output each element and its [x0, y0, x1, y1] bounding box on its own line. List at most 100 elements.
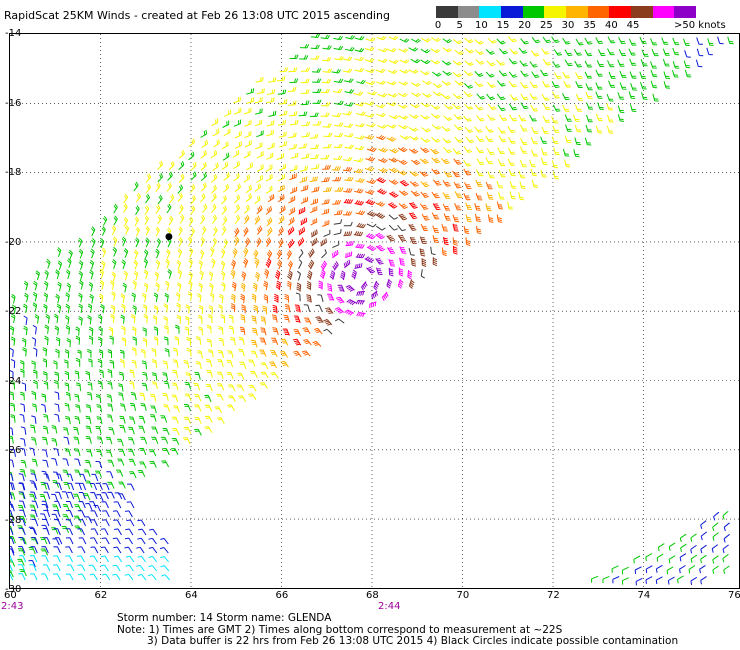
wind-barb — [712, 522, 719, 532]
colorbar-label: 45 — [626, 20, 640, 31]
colorbar-label: 20 — [518, 20, 532, 31]
wind-barb — [51, 458, 58, 466]
wind-barb — [209, 282, 214, 293]
wind-barb — [153, 336, 159, 346]
latitude-label: -14 — [5, 28, 22, 39]
wind-barb — [190, 194, 196, 205]
wind-barb — [20, 459, 27, 468]
wind-barb — [209, 292, 215, 302]
wind-barb — [133, 259, 138, 270]
wind-barb — [344, 89, 355, 94]
wind-barb — [32, 291, 38, 302]
wind-barb — [78, 573, 87, 581]
wind-barb — [52, 538, 60, 546]
wind-barb — [266, 249, 273, 260]
wind-barb — [464, 103, 474, 110]
wind-barb — [32, 369, 38, 379]
wind-barb — [411, 82, 421, 87]
wind-barb — [42, 371, 48, 381]
wind-barb — [518, 114, 527, 122]
wind-barb — [113, 215, 118, 226]
wind-barb — [8, 459, 15, 468]
wind-barb — [78, 260, 84, 270]
wind-barb — [700, 520, 707, 529]
wind-barb — [288, 67, 298, 73]
wind-barb — [260, 371, 269, 379]
wind-barb — [243, 174, 251, 183]
wind-barb — [239, 326, 246, 335]
wind-barb — [280, 351, 289, 358]
wind-barb — [463, 115, 473, 122]
wind-barb — [541, 126, 549, 134]
wind-barb — [519, 60, 528, 67]
wind-barb — [18, 527, 26, 536]
wind-barb — [377, 188, 387, 195]
wind-barb — [419, 203, 429, 210]
wind-barb — [442, 247, 447, 257]
wind-barb — [288, 216, 295, 226]
wind-barb — [106, 471, 114, 479]
wind-barb — [17, 558, 25, 566]
wind-barb — [259, 337, 267, 346]
wind-barb — [78, 537, 87, 545]
wind-barb — [408, 247, 415, 256]
wind-barb — [386, 136, 397, 142]
wind-barb — [463, 146, 473, 153]
wind-barb — [690, 554, 698, 563]
wind-barb — [42, 436, 48, 445]
wind-barb — [161, 460, 170, 468]
wind-barb — [508, 168, 516, 177]
wind-barb — [211, 118, 219, 127]
wind-barb — [585, 124, 593, 133]
wind-barb — [178, 173, 185, 183]
wind-barb — [308, 248, 315, 258]
wind-barb — [195, 336, 202, 345]
wind-barb — [356, 222, 366, 229]
wind-barb — [386, 101, 397, 107]
wind-barb — [172, 428, 180, 436]
wind-barb — [145, 225, 150, 236]
wind-barb — [634, 566, 642, 574]
wind-barb — [54, 537, 63, 545]
wind-barb — [167, 227, 172, 238]
wind-barb — [148, 449, 157, 457]
wind-barb — [639, 36, 647, 44]
wind-barb — [541, 80, 550, 88]
wind-barb — [343, 188, 353, 193]
wind-barb — [74, 370, 80, 380]
wind-barb — [35, 270, 40, 281]
wind-barb — [139, 392, 146, 401]
wind-barb — [311, 186, 320, 193]
wind-barb — [343, 221, 353, 227]
wind-barb — [474, 203, 481, 211]
wind-barb — [507, 126, 516, 133]
wind-barb — [75, 482, 82, 491]
wind-barb — [564, 159, 571, 168]
wind-barb — [465, 237, 471, 246]
wind-barb — [387, 202, 398, 209]
wind-barb — [552, 125, 560, 133]
wind-barb — [74, 469, 82, 478]
wind-barb — [220, 248, 226, 259]
wind-barb — [121, 303, 126, 314]
wind-barb — [211, 214, 218, 224]
wind-barb — [487, 37, 497, 44]
wind-barb — [410, 190, 420, 197]
wind-barb — [530, 137, 538, 145]
wind-barb — [107, 381, 113, 390]
wind-barb — [542, 115, 551, 123]
wind-barb — [399, 257, 405, 266]
wind-barb — [334, 100, 344, 106]
wind-barb — [430, 104, 441, 110]
wind-barb — [356, 79, 366, 85]
wind-barb — [41, 393, 47, 403]
wind-barb — [148, 555, 158, 563]
wind-barb — [366, 244, 377, 251]
wind-barb — [485, 126, 494, 133]
wind-barb — [107, 481, 115, 489]
wind-barb — [284, 304, 291, 313]
wind-barb — [244, 237, 251, 248]
wind-barb — [30, 473, 38, 482]
wind-barb — [657, 543, 665, 552]
wind-barb — [244, 140, 252, 148]
